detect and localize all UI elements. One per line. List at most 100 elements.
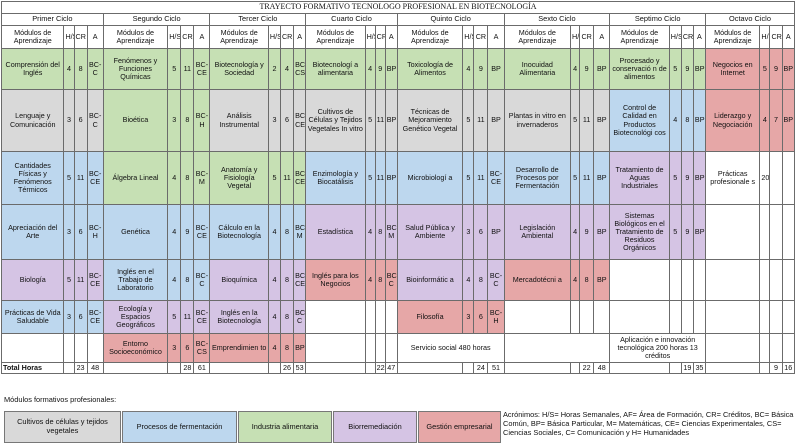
module-area: BP [487,89,505,152]
module-credits: 11 [73,259,88,301]
module-area: BC-CS [293,48,307,90]
module-credits: 11 [374,89,386,152]
module-area: BP [593,259,611,301]
module-credits: 9 [769,48,783,90]
module-area: BP [593,48,611,90]
module-name: Lenguaje y Comunicación [0,89,65,152]
module-area [86,333,104,363]
module-credits: 9 [680,151,694,205]
module-hours: 4 [364,48,376,90]
module-area: BP [692,151,706,205]
module-hours: 3 [63,204,75,260]
legend-item-alimentaria: Industria alimentaria [238,411,332,443]
cycle-header: Quinto Ciclo [396,13,505,26]
module-name [704,333,761,363]
module-hours: 4 [267,259,281,301]
module-area: BP [487,204,505,260]
module-area: BC-CE [293,259,307,301]
module-hours: 4 [267,300,281,334]
module-name [305,300,366,334]
col-header-hs: H/S [759,25,771,49]
module-name: Prácticas de Vida Saludable [0,300,65,334]
col-header-hs: H/S [267,25,281,49]
col-header-hs: H/S [668,25,682,49]
module-area [781,151,796,205]
col-header-hs: H/S [364,25,376,49]
table-row: Apreciación del Arte 3 6 BC- H Genética 4 9 BC-… [0,204,796,260]
table-row: Entorno Socioeconómico 3 6 BC-CS Emprendimie… [0,333,796,363]
module-credits: 8 [279,300,295,334]
module-hours: 5 [63,259,75,301]
total-hours: 9 [769,362,783,374]
module-hours: 3 [167,333,182,363]
col-header-cr: CR [680,25,694,49]
module-name: Sistemas Biológicos en el Tratamiento de… [609,204,670,260]
module-credits [769,259,783,301]
module-hours [63,333,75,363]
total-credits: 61 [193,362,211,374]
total-hours: 19 [680,362,694,374]
cycle-header: Primer Ciclo [1,13,104,26]
module-hours: 4 [63,48,75,90]
module-area: BP [781,48,796,90]
module-area [384,300,398,334]
module-name: Mercadotécni a [503,259,572,301]
module-name: Apreciación del Arte [0,204,65,260]
module-hours: 5 [759,48,771,90]
module-area: BC-CE [487,151,505,205]
module-credits: 11 [279,151,295,205]
total-credits: 16 [781,362,796,374]
col-header-cr: CR [279,25,295,49]
col-header-hs: H/S [462,25,475,49]
module-name: Prácticas profesionale s [704,151,761,205]
empty-cell [396,362,464,374]
module-area [593,300,611,334]
col-header-cr: CR [374,25,386,49]
module-name: Procesado y conservació n de alimentos [609,48,670,90]
empty-cell [609,362,670,374]
module-name [704,300,761,334]
total-credits: 48 [593,362,611,374]
module-hours: 4 [167,151,182,205]
module-hours: 3 [462,204,475,260]
module-credits: 9 [579,204,595,260]
col-header-hs: H/S [167,25,182,49]
module-credits [769,333,783,363]
col-header-hs: H/S [570,25,581,49]
module-credits: 8 [279,204,295,260]
empty-cell [668,362,682,374]
module-area: BP [384,89,398,152]
module-hours: 4 [364,259,376,301]
module-area [781,259,796,301]
empty-cell [209,362,269,374]
cycle-header: Tercer Ciclo [209,13,307,26]
table-row: Lenguaje y Comunicación 3 6 BC-C Bioética 3 8 B… [0,89,796,152]
module-name: Inglés en la Biotecnología [209,300,269,334]
col-header-area: A [781,25,796,49]
module-hours [759,259,771,301]
module-area: BC-M [384,204,398,260]
module-area: BC-CE [293,151,307,205]
curriculum-table: TRAYECTO FORMATIVO TECNOLOGO PROFESIONAL… [0,1,796,374]
module-hours: 5 [267,151,281,205]
module-area: BC-H [193,89,211,152]
module-hours: 5 [462,89,475,152]
col-header-module: Módulos de Aprendizaje [209,25,269,49]
empty-cell [364,362,376,374]
module-credits: 8 [374,204,386,260]
module-hours: 3 [462,300,475,334]
module-name [0,333,65,363]
module-credits [680,259,694,301]
module-area: BC- H [86,204,104,260]
module-name: Negocios en Internet [704,48,761,90]
module-name [704,204,761,260]
col-header-module: Módulos de Aprendizaje [609,25,670,49]
module-credits: 8 [279,259,295,301]
empty-cell [63,362,75,374]
col-header-module: Módulos de Aprendizaje [704,25,761,49]
module-credits: 9 [579,48,595,90]
total-hours: 23 [73,362,88,374]
module-area: BC-CE [86,300,104,334]
module-hours: 5 [364,151,376,205]
col-header-cr: CR [180,25,195,49]
